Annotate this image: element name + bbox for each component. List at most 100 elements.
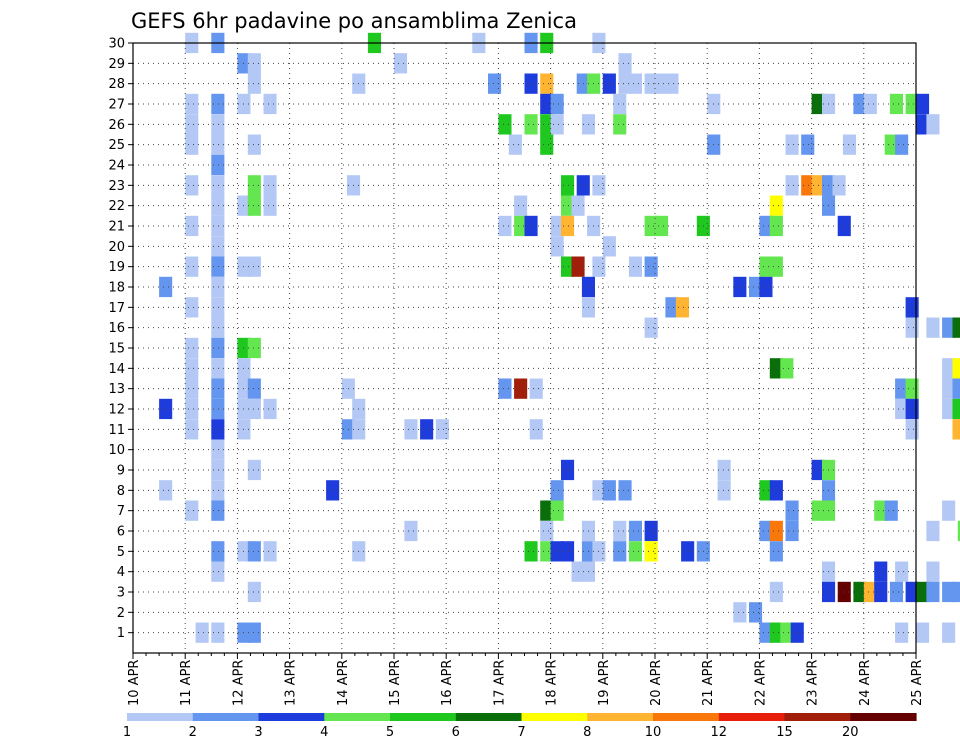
legend-swatch — [456, 713, 522, 721]
y-tick-label: 10 — [108, 443, 125, 458]
heatmap-cell — [665, 74, 678, 94]
y-tick-label: 14 — [108, 362, 125, 377]
heatmap-cell — [953, 582, 960, 602]
heatmap-cell — [916, 94, 929, 114]
heatmap-cell — [874, 562, 887, 582]
heatmap-cell — [926, 318, 939, 338]
y-tick-label: 18 — [108, 281, 125, 296]
heatmap-cell — [895, 623, 908, 643]
heatmap-cell — [561, 460, 574, 480]
heatmap-cell — [185, 175, 198, 195]
heatmap-cell — [645, 318, 658, 338]
x-tick-label: 14 APR — [336, 660, 351, 706]
heatmap-cell — [540, 74, 553, 94]
legend-label: 2 — [189, 725, 197, 740]
heatmap-cell — [770, 216, 783, 236]
x-tick-label: 19 APR — [597, 660, 612, 706]
heatmap-cell — [420, 419, 433, 439]
heatmap-cell — [749, 602, 762, 622]
heatmap-cell — [185, 379, 198, 399]
heatmap-cell — [786, 135, 799, 155]
heatmap-cell — [890, 582, 903, 602]
heatmap-cell — [514, 379, 527, 399]
legend-swatch — [127, 713, 193, 721]
y-tick-label: 23 — [108, 179, 125, 194]
y-tick-label: 8 — [117, 484, 125, 499]
heatmap-cell — [185, 358, 198, 378]
heatmap-cell — [525, 74, 538, 94]
heatmap-cell — [770, 521, 783, 541]
heatmap-cell — [525, 216, 538, 236]
y-tick-label: 13 — [108, 382, 125, 397]
heatmap-cell — [196, 623, 209, 643]
heatmap-cell — [540, 135, 553, 155]
legend-label: 1 — [123, 725, 131, 740]
heatmap-cell — [942, 501, 955, 521]
y-tick-label: 25 — [108, 138, 125, 153]
heatmap-cell — [786, 175, 799, 195]
x-tick-label: 24 APR — [858, 660, 873, 706]
y-tick-label: 7 — [117, 504, 125, 519]
heatmap-cell — [953, 419, 960, 439]
y-tick-label: 19 — [108, 260, 125, 275]
legend-swatch — [785, 713, 851, 721]
legend-swatch — [719, 713, 785, 721]
heatmap-cell — [906, 419, 919, 439]
y-tick-label: 21 — [108, 220, 125, 235]
heatmap-cell — [264, 175, 277, 195]
heatmap-cell — [629, 521, 642, 541]
legend-label: 8 — [583, 725, 591, 740]
heatmap-cell — [159, 277, 172, 297]
heatmap-cell — [770, 541, 783, 561]
heatmap-cell — [551, 94, 564, 114]
y-tick-label: 22 — [108, 199, 125, 214]
heatmap-cell — [185, 216, 198, 236]
heatmap-cell — [551, 114, 564, 134]
heatmap-cell — [786, 501, 799, 521]
y-tick-label: 17 — [108, 301, 125, 316]
legend-label: 3 — [254, 725, 262, 740]
heatmap-cell — [953, 318, 960, 338]
heatmap-cell — [676, 297, 689, 317]
legend-label: 4 — [320, 725, 328, 740]
heatmap-cell — [404, 419, 417, 439]
legend-label: 12 — [710, 725, 727, 740]
heatmap-cell — [561, 216, 574, 236]
heatmap-cell — [185, 501, 198, 521]
y-tick-label: 26 — [108, 118, 125, 133]
heatmap-cell — [906, 399, 919, 419]
legend-label: 5 — [386, 725, 394, 740]
x-tick-label: 10 APR — [127, 660, 142, 706]
legend-swatch — [850, 713, 916, 721]
y-tick-label: 3 — [117, 586, 125, 601]
heatmap-cell — [926, 582, 939, 602]
legend-label: 6 — [452, 725, 460, 740]
y-tick-label: 24 — [108, 159, 125, 174]
y-tick-label: 12 — [108, 403, 125, 418]
x-tick-label: 23 APR — [806, 660, 821, 706]
y-tick-label: 27 — [108, 98, 125, 113]
heatmap-cell — [770, 582, 783, 602]
heatmap-cell — [498, 216, 511, 236]
legend-swatch — [653, 713, 719, 721]
heatmap-cell — [655, 216, 668, 236]
y-tick-label: 16 — [108, 321, 125, 336]
legend-swatch — [390, 713, 456, 721]
heatmap-cell — [525, 114, 538, 134]
heatmap-cell — [264, 94, 277, 114]
x-tick-label: 22 APR — [753, 660, 768, 706]
y-tick-label: 4 — [117, 565, 125, 580]
heatmap-cell — [498, 379, 511, 399]
heatmap-cell — [185, 297, 198, 317]
heatmap-cell — [906, 318, 919, 338]
heatmap-cell — [890, 94, 903, 114]
legend-swatch — [587, 713, 653, 721]
heatmap-cell — [953, 399, 960, 419]
heatmap-cell — [561, 541, 574, 561]
legend-swatch — [324, 713, 390, 721]
y-tick-label: 2 — [117, 606, 125, 621]
heatmap-cell — [185, 114, 198, 134]
heatmap-cell — [942, 623, 955, 643]
